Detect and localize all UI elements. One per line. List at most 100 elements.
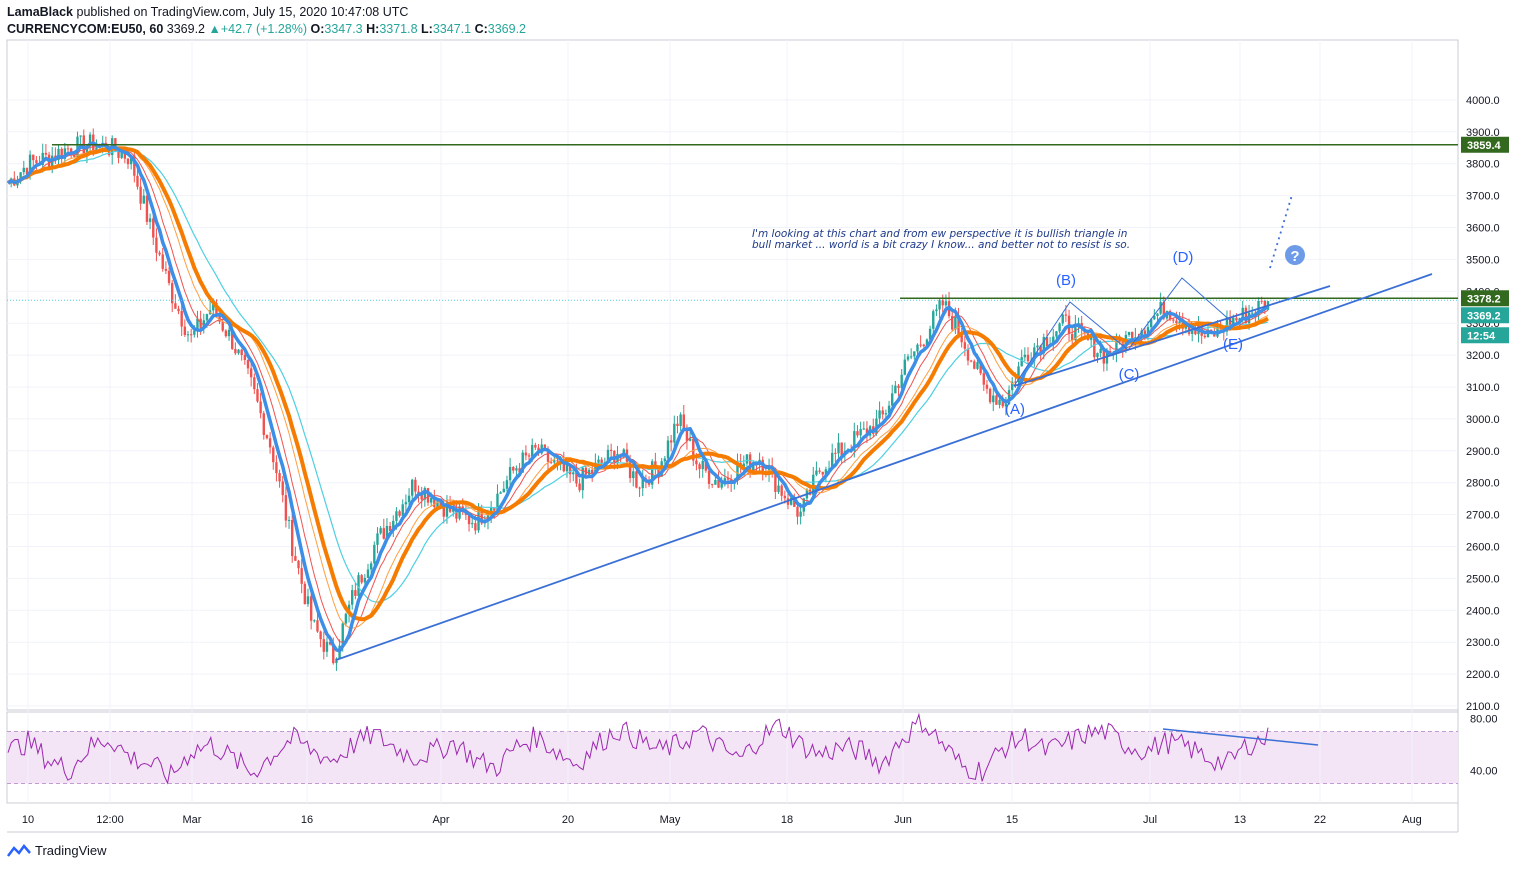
candle-body [1096,353,1099,358]
candle-body [426,488,430,503]
candle-body [676,423,679,427]
candle-body [474,523,477,531]
candle-body [1127,331,1131,335]
price-tick-label: 2700.0 [1466,510,1500,522]
candle-body [148,218,152,222]
candle-body [313,620,316,622]
candle-body [369,563,373,570]
candle-body [1074,323,1077,341]
author-name[interactable]: LamaBlack [7,5,74,19]
price-tick-label: 3200.0 [1466,350,1500,362]
candle-body [793,497,796,507]
symbol-name[interactable]: CURRENCYCOM:EU50, 60 [7,22,164,36]
wave-path [1013,277,1233,387]
candle-body [1026,354,1030,362]
close-value: 3369.2 [487,22,527,36]
candle-body [291,519,294,557]
candle-body [221,321,224,331]
candle-body [853,431,856,451]
candle-body [231,329,234,349]
candle-body [1140,330,1143,338]
brand-name: TradingView [35,843,107,858]
time-tick-label: 13 [1234,814,1246,826]
candle-body [932,311,935,329]
candle-body [878,410,881,419]
candle-body [1071,333,1074,341]
candle-body [1045,336,1049,347]
candle-body [796,506,799,517]
candle-body [167,270,171,284]
question-icon-glyph: ? [1290,248,1299,265]
tradingview-logo-icon [7,843,31,857]
candle-body [976,362,979,369]
candle-body [1168,310,1172,320]
candle-body [306,596,310,605]
candle-body [979,362,982,374]
candle-body [57,148,60,161]
time-tick-label: Jul [1143,814,1157,826]
candle-body [638,487,641,489]
candle-body [1232,317,1235,328]
footer-brand[interactable]: TradingView [7,843,107,858]
candle-body [322,639,325,652]
candle-body [414,479,417,492]
candle-body [837,442,840,454]
candle-body [1175,320,1178,324]
candle-body [332,644,335,664]
candle-body [253,377,256,390]
rsi-tick-label: 80.00 [1470,714,1498,726]
candle-body [1251,312,1254,314]
candle-body [518,468,521,473]
time-tick-label: May [660,814,681,826]
last-price: 3369.2 [166,22,205,36]
time-axis[interactable]: 10 12:00 Mar 16 Apr 20 May 18 Jun 15 Jul 13 22 Aug [22,814,1422,826]
candle-body [862,428,865,430]
candle-body [278,473,281,482]
candle-body [316,620,319,632]
candle-body [145,195,149,222]
candle-body [411,479,414,496]
candle-body [136,175,139,187]
candle-body [303,583,307,605]
resistance-mid-tag-bg [1461,290,1509,307]
candle-body [1036,345,1039,348]
candle-body [774,468,777,492]
price-axis[interactable]: 4000.03900.03800.03700.03600.03500.03400… [1466,95,1500,778]
candle-body [183,326,187,335]
candle-body [196,318,199,331]
candle-body [1064,314,1068,316]
candle-body [745,454,749,464]
time-tick-label: 22 [1314,814,1326,826]
candle-body [954,317,957,330]
candle-body [193,330,196,335]
candle-body [587,469,591,475]
candle-body [486,514,490,521]
candle-body [126,158,130,165]
candle-body [429,497,433,503]
candle-body [1146,327,1150,335]
candle-body [891,393,894,406]
wave-label-4: (E) [1223,336,1243,353]
candle-body [129,155,133,165]
candle-body [673,423,676,443]
rsi-tick-label: 40.00 [1470,766,1498,778]
candle-body [493,508,496,511]
last-price-tag-bg [1461,307,1509,324]
candle-body [395,511,398,521]
candle-body [268,438,272,448]
price-pane-frame [6,39,1459,711]
candle-body [63,148,67,159]
triangle-lower-trendline [1013,285,1331,387]
candle-body [752,462,755,471]
candle-body [969,360,973,362]
price-tick-label: 4000.0 [1466,95,1500,107]
candle-body [22,167,25,173]
drawings[interactable]: (A) (B) (C) (D) (E) I'm looking at this chart… [7,144,1458,661]
candle-body [568,463,572,475]
price-tick-label: 2900.0 [1466,446,1500,458]
candle-body [205,314,209,321]
candle-body [19,172,22,180]
candle-body [941,300,944,306]
candle-body [407,495,411,503]
